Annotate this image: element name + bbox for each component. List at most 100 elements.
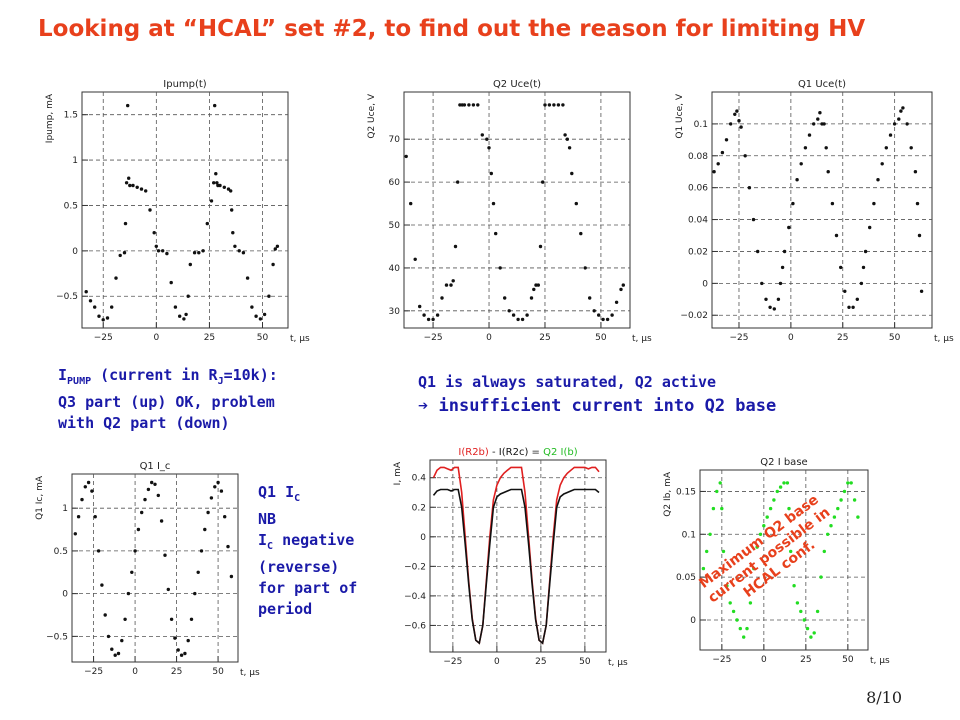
data-point	[214, 172, 218, 176]
y-tick-label: −0.2	[404, 562, 426, 572]
x-tick-label: 25	[171, 667, 182, 677]
data-point	[525, 313, 529, 317]
data-point	[752, 566, 756, 571]
data-point	[738, 626, 742, 631]
data-point	[876, 178, 880, 182]
data-point	[126, 103, 130, 108]
x-tick-label: −25	[84, 667, 103, 677]
data-point	[822, 549, 826, 554]
data-point	[110, 305, 114, 309]
y-axis-label: Q2 Uce, V	[367, 93, 377, 138]
note-q1-q2: Q1 is always saturated, Q2 active ➔ insu…	[418, 373, 777, 416]
data-point	[565, 137, 569, 141]
y-tick-label: 0.2	[412, 503, 426, 513]
data-point	[520, 317, 525, 322]
x-tick-label: 50	[257, 333, 269, 343]
data-point	[570, 171, 574, 176]
data-point	[93, 515, 97, 519]
data-point	[547, 103, 552, 107]
data-point	[802, 618, 806, 622]
data-point	[199, 549, 204, 553]
data-point	[851, 305, 855, 309]
data-point	[487, 146, 491, 150]
plot-title: Q2 Uce(t)	[493, 79, 541, 90]
y-tick-label: 1	[62, 504, 68, 514]
plot-title: Ipump(t)	[163, 79, 207, 90]
data-point	[892, 122, 897, 126]
data-point	[579, 231, 583, 236]
data-point	[855, 297, 859, 301]
data-point	[803, 146, 808, 150]
data-point	[503, 296, 507, 300]
y-axis-label: Q2 Ib, mA	[663, 471, 673, 517]
data-point	[169, 617, 174, 621]
page-number: 8/10	[866, 688, 902, 707]
data-point	[888, 133, 893, 137]
data-point	[431, 317, 435, 322]
y-axis-label: Q1 Uce, V	[675, 93, 685, 138]
y-tick-label: 0.08	[688, 152, 708, 162]
data-point	[541, 180, 545, 184]
data-point	[223, 515, 227, 519]
data-point	[271, 262, 275, 267]
data-point	[807, 133, 812, 137]
data-point	[120, 638, 124, 643]
data-point	[843, 289, 847, 293]
data-point	[226, 544, 230, 549]
data-point	[583, 266, 587, 270]
data-point	[184, 312, 188, 317]
plot-title: I(R2b) - I(R2c) = Q2 I(b)	[458, 447, 577, 458]
data-point	[742, 635, 746, 639]
data-point	[765, 515, 769, 519]
data-point	[919, 289, 924, 293]
data-point	[812, 631, 816, 635]
x-tick-label: 0	[132, 667, 138, 677]
x-tick-label: −25	[712, 655, 731, 665]
data-point	[567, 146, 572, 150]
data-point	[205, 221, 209, 226]
x-tick-label: 50	[212, 667, 224, 677]
data-point	[118, 253, 122, 258]
plot-q1-uce: −25 0 25 50 −0.02 0 0.02 0.04 0.06 0.08 0.1 Q1 Uce(…	[654, 72, 954, 362]
plot-ipump: −25 0 25 50 −0.5 0 0.5 1 1.5 Ipump(t) Ipump, mA t, …	[38, 72, 310, 357]
data-point	[834, 233, 839, 238]
data-point	[156, 249, 161, 253]
data-point	[768, 305, 772, 309]
y-tick-label: 40	[389, 264, 401, 274]
data-point	[785, 481, 790, 485]
data-point	[229, 574, 234, 579]
plot-title: Q1 Uce(t)	[798, 79, 846, 90]
y-tick-label: −0.5	[56, 292, 78, 302]
x-tick-label: −25	[94, 333, 113, 343]
x-tick-label: 50	[842, 655, 854, 665]
data-point	[245, 276, 250, 280]
data-point	[747, 186, 752, 190]
plot-title-segment: -	[489, 447, 499, 458]
data-point	[192, 251, 197, 255]
data-point	[219, 489, 224, 493]
data-point	[135, 185, 139, 189]
data-point	[721, 549, 726, 554]
data-point	[106, 634, 111, 639]
plot-r2b-r2c-q2ib: −25 0 25 50 −0.6 −0.4 −0.2 0 0.2 0.4 I(R2b) - I(R2…	[380, 438, 628, 678]
data-point	[760, 281, 764, 286]
data-point	[143, 497, 147, 502]
data-point	[218, 183, 222, 188]
plot-title: Q1 I_c	[140, 461, 171, 472]
data-point	[103, 613, 107, 617]
data-point	[435, 313, 440, 317]
data-point	[114, 276, 118, 280]
data-point	[792, 584, 796, 588]
data-point	[826, 532, 830, 536]
data-point	[839, 265, 843, 270]
data-point	[780, 265, 785, 270]
data-point	[789, 549, 793, 554]
data-point	[809, 635, 813, 639]
data-point	[215, 181, 219, 185]
x-tick-label: 0	[494, 657, 500, 667]
data-point	[725, 584, 729, 588]
data-point	[861, 265, 866, 270]
data-point	[737, 119, 741, 123]
x-tick-label: 0	[788, 333, 794, 343]
data-point	[795, 601, 800, 605]
